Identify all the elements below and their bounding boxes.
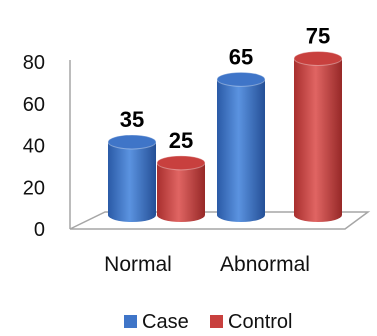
legend-item-case: Case	[124, 311, 189, 333]
legend-label-case: Case	[142, 311, 189, 333]
y-tick-label-60: 60	[23, 94, 45, 116]
data-label-case-normal: 35	[120, 107, 144, 132]
category-label-normal: Normal	[104, 253, 172, 276]
y-tick-label-80: 80	[23, 52, 45, 74]
y-tick-label-20: 20	[23, 177, 45, 199]
legend-swatch-control	[210, 315, 223, 328]
y-tick-label-0: 0	[34, 219, 45, 241]
bar-case-abnormal	[216, 71, 266, 222]
data-label-control-abnormal: 75	[306, 23, 330, 48]
data-label-case-abnormal: 65	[229, 44, 253, 69]
data-label-control-normal: 25	[169, 128, 193, 153]
category-label-abnormal: Abnormal	[220, 253, 310, 276]
legend-item-control: Control	[210, 311, 292, 333]
bar-case-normal	[107, 134, 157, 222]
legend-label-control: Control	[228, 311, 292, 333]
y-tick-label-40: 40	[23, 136, 45, 158]
bar-control-normal	[156, 155, 206, 222]
bar-control-abnormal	[293, 50, 343, 222]
legend-swatch-case	[124, 315, 137, 328]
